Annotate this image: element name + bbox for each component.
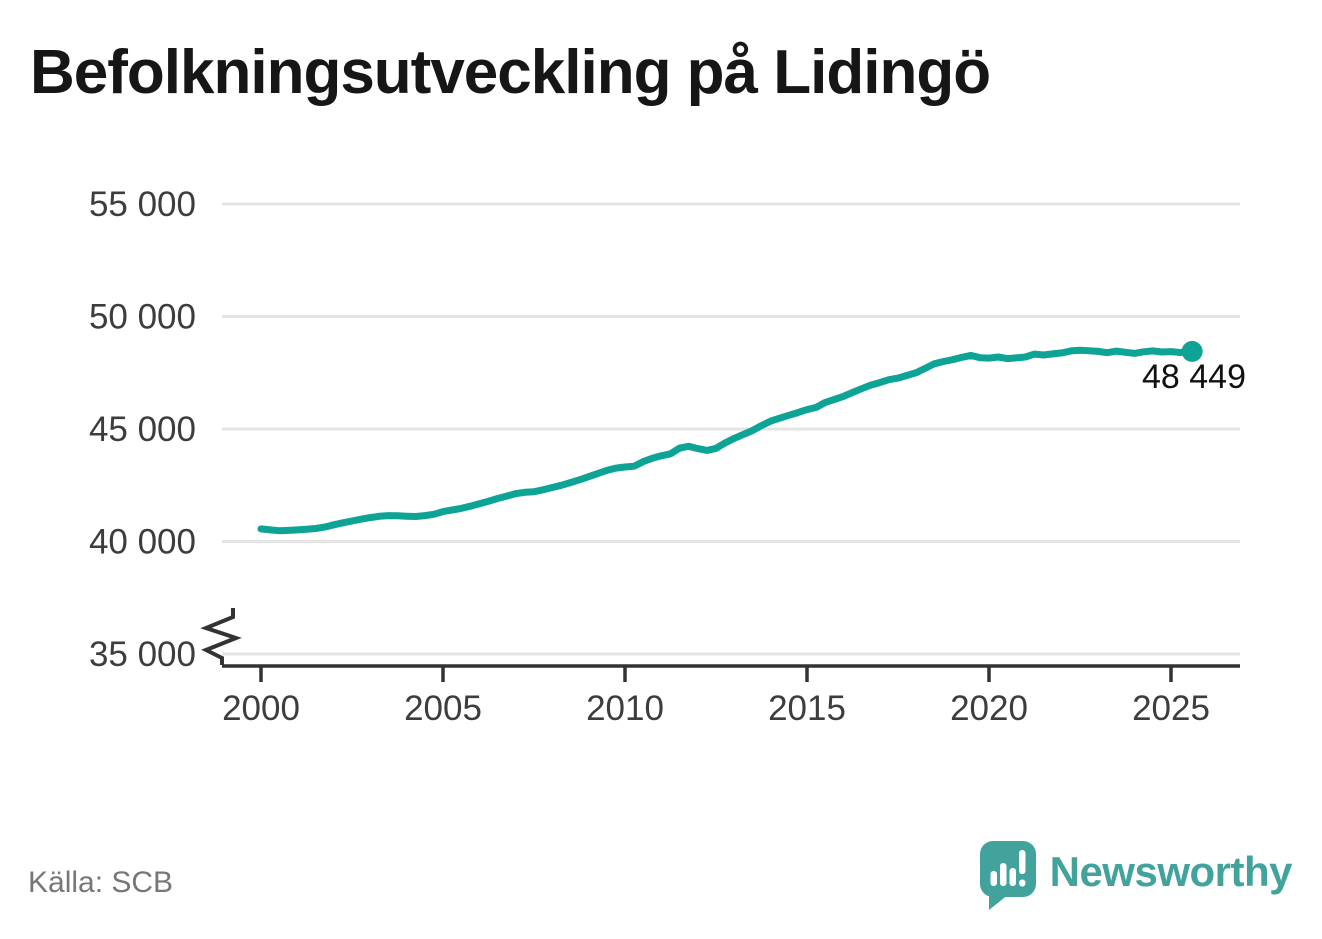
newsworthy-logo-icon	[979, 841, 1036, 910]
y-tick-label: 45 000	[89, 410, 196, 449]
logo-exclamation-dot	[1018, 879, 1026, 887]
population-line	[257, 346, 1196, 535]
y-tick-label: 35 000	[89, 635, 196, 674]
x-tick-label: 2005	[404, 689, 482, 728]
x-tick-label: 2015	[768, 689, 846, 728]
x-tick-label: 2020	[950, 689, 1028, 728]
chart-title: Befolkningsutveckling på Lidingö	[30, 38, 991, 107]
y-tick-label: 40 000	[89, 523, 196, 562]
endpoint-dot	[1181, 340, 1203, 362]
logo-bar-1	[990, 871, 997, 886]
source-label: Källa: SCB	[28, 866, 174, 899]
newsworthy-logo: Newsworthy	[979, 840, 1293, 913]
x-tick-label: 2000	[222, 689, 300, 728]
newsworthy-logo-text: Newsworthy	[1049, 847, 1293, 895]
y-tick-label: 55 000	[89, 185, 196, 224]
logo-bar-3	[1009, 868, 1016, 886]
endpoint-value-label: 48 449	[1142, 358, 1246, 396]
logo-bubble-tail	[988, 892, 1009, 910]
logo-exclamation-bar	[1018, 850, 1026, 874]
axis-break-icon	[200, 608, 242, 665]
logo-bar-2	[999, 863, 1007, 886]
x-tick-label: 2025	[1132, 689, 1210, 728]
y-tick-label: 50 000	[89, 298, 196, 337]
x-tick-label: 2010	[586, 689, 664, 728]
logo-bubble	[979, 841, 1036, 897]
